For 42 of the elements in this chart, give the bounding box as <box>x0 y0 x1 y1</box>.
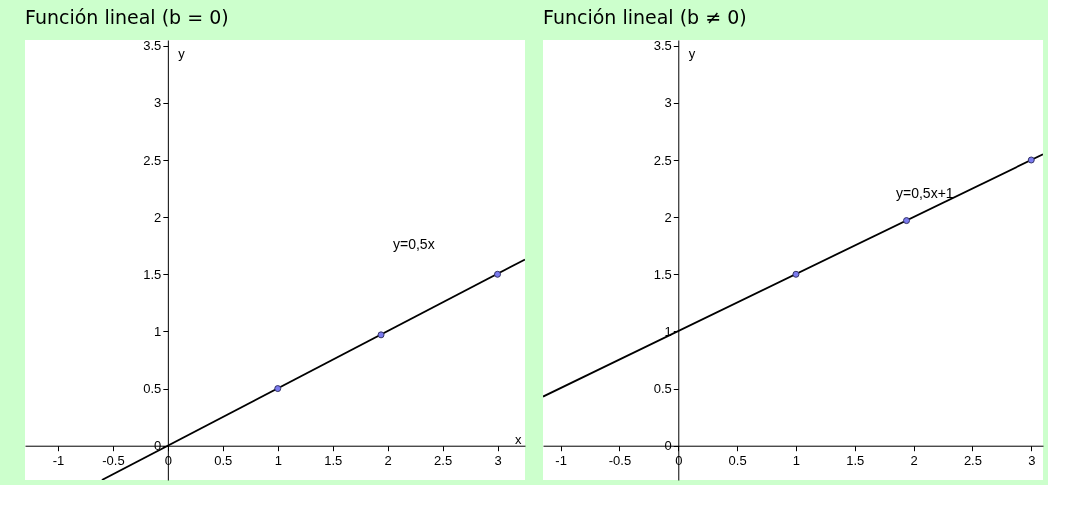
x-tick-label: 2.5 <box>434 453 453 469</box>
point <box>903 217 911 225</box>
x-tick-label: 3 <box>494 453 502 469</box>
x-tick-label: 1.5 <box>846 453 865 469</box>
y-tick-label: 3 <box>154 95 162 111</box>
x-tick-label: 1.5 <box>324 453 343 469</box>
y-tick-label: 3.5 <box>653 38 672 54</box>
x-tick-label: 3 <box>1028 453 1036 469</box>
x-tick-label: 2.5 <box>963 453 982 469</box>
x-tick-label: 0.5 <box>728 453 747 469</box>
x-tick-label: 1 <box>274 453 282 469</box>
y-tick-label: 2 <box>664 209 672 225</box>
point <box>377 331 385 339</box>
point <box>1027 156 1035 164</box>
y-tick-label: 3.5 <box>143 38 162 54</box>
x-tick-label: 2 <box>910 453 918 469</box>
x-tick-label: -1 <box>52 453 65 469</box>
annotation: y=0,5x <box>393 236 435 252</box>
x-tick-label: 0.5 <box>214 453 233 469</box>
point <box>792 270 800 278</box>
y-tick-label: 2 <box>154 209 162 225</box>
x-axis-title: x <box>515 432 522 448</box>
point <box>494 270 502 278</box>
x-tick-label: -1 <box>555 453 567 469</box>
y-tick-label: 0.5 <box>653 381 672 397</box>
y-tick-label: 3 <box>664 95 672 111</box>
y-tick-label: 2.5 <box>143 152 162 168</box>
y-tick-label: 1 <box>154 323 162 339</box>
y-axis-title: y <box>178 45 186 61</box>
annotation: y=0,5x+1 <box>896 185 954 201</box>
y-tick-label: 2.5 <box>653 152 672 168</box>
x-tick-label: -0.5 <box>102 453 125 469</box>
x-tick-label: -0.5 <box>608 453 632 469</box>
chart-title: Función lineal (b = 0) <box>25 5 229 28</box>
x-tick-label: 2 <box>384 453 392 469</box>
y-tick-label: 1.5 <box>653 266 672 282</box>
x-tick-label: 1 <box>792 453 801 469</box>
y-tick-label: 1.5 <box>143 266 162 282</box>
chart-title: Función lineal (b ≠ 0) <box>543 5 747 28</box>
y-tick-label: 0.5 <box>143 381 162 397</box>
point <box>274 385 282 393</box>
y-axis-title: y <box>688 45 696 61</box>
